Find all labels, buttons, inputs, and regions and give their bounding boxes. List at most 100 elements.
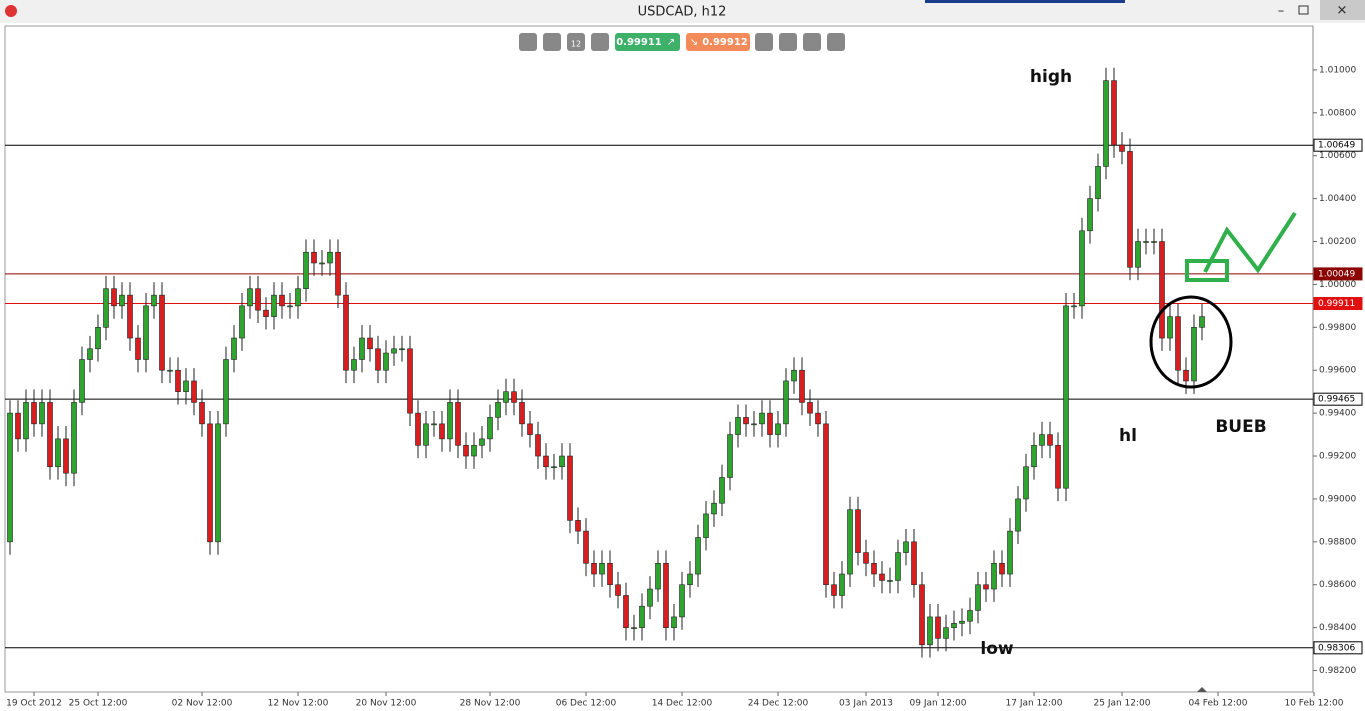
y-tick-label: 0.99000	[1319, 494, 1356, 504]
minimize-button[interactable]: –	[1278, 4, 1285, 19]
candle-body	[215, 423, 221, 543]
candle-body	[151, 294, 157, 307]
candle-body	[471, 445, 477, 457]
candle-body	[63, 438, 69, 474]
drawn-box	[1185, 259, 1229, 282]
candle-body	[455, 402, 461, 446]
chat-button[interactable]	[803, 33, 821, 51]
y-tick-label: 0.98800	[1319, 537, 1356, 547]
candle-body	[423, 423, 429, 446]
candle-body	[711, 502, 717, 515]
candle-body	[375, 348, 381, 371]
candle-body	[47, 402, 53, 468]
y-tick-label: 0.99800	[1319, 323, 1356, 333]
ask-price: 0.99912	[702, 37, 748, 48]
sell-button[interactable]	[615, 33, 680, 51]
candle-body	[415, 412, 421, 446]
candle-body	[1135, 241, 1141, 268]
candle-body	[1063, 305, 1069, 489]
candle-body	[1087, 198, 1093, 232]
close-button[interactable]	[1320, 0, 1365, 20]
scroll-marker	[1197, 687, 1207, 692]
candle-body	[1007, 530, 1013, 575]
candle-body	[919, 584, 925, 646]
candle-body	[519, 402, 525, 425]
candle-body	[847, 509, 853, 575]
x-tick-label: 25 Jan 12:00	[1094, 699, 1151, 709]
candle-body	[1103, 80, 1109, 167]
drawn-circle	[1149, 295, 1233, 389]
chart-type-button[interactable]	[591, 33, 609, 51]
candle-body	[39, 402, 45, 425]
candle-body	[591, 562, 597, 575]
candle-body	[1151, 241, 1157, 243]
candle-body	[511, 391, 517, 403]
annotation-high: high	[1030, 67, 1072, 87]
candle-body	[959, 620, 965, 624]
buy-button[interactable]	[686, 33, 750, 51]
zoom-button[interactable]	[519, 33, 537, 51]
candle-body	[7, 412, 13, 543]
y-tick-label: 0.98200	[1319, 666, 1356, 676]
x-tick-label: 10 Feb 12:00	[1284, 699, 1343, 709]
bid-price: 0.99911	[616, 37, 662, 48]
candle-body	[31, 402, 37, 425]
y-tick-label: 1.00200	[1319, 237, 1356, 247]
candle-body	[23, 402, 29, 440]
candle-body	[567, 455, 573, 521]
candle-body	[303, 251, 309, 290]
candle-body	[391, 348, 397, 354]
candle-body	[175, 369, 181, 392]
candle-body	[1175, 316, 1181, 371]
candle-body	[695, 537, 701, 575]
level-label-box	[1313, 297, 1363, 311]
candle-body	[1111, 80, 1117, 146]
candle-body	[799, 369, 805, 403]
candle-body	[1167, 316, 1173, 339]
candle-body	[703, 513, 709, 538]
candle-body	[1127, 151, 1133, 268]
candle-body	[983, 584, 989, 590]
window-title: USDCAD, h12	[638, 5, 727, 20]
x-tick-label: 28 Nov 12:00	[460, 699, 521, 709]
level-label: 1.00049	[1318, 269, 1355, 279]
y-tick-label: 1.00000	[1319, 280, 1356, 290]
candle-body	[399, 348, 405, 351]
x-tick-label: 06 Dec 12:00	[556, 699, 617, 709]
candle-body	[743, 417, 749, 425]
settings-button[interactable]	[543, 33, 561, 51]
candle-body	[831, 584, 837, 596]
candle-body	[1031, 445, 1037, 468]
candle-body	[1119, 144, 1125, 152]
restore-button[interactable]	[1298, 5, 1309, 15]
candle-body	[655, 562, 661, 590]
level-label: 0.99465	[1318, 395, 1355, 405]
candle-body	[1023, 466, 1029, 500]
facebook-button[interactable]	[779, 33, 797, 51]
ask-arrow: ↘	[690, 37, 698, 48]
candle-body	[895, 552, 901, 581]
candle-body	[535, 434, 541, 457]
bid-arrow: ↗	[667, 37, 675, 48]
candle-body	[559, 455, 565, 468]
candle-body	[191, 380, 197, 403]
y-tick-label: 1.01000	[1319, 65, 1356, 75]
draw-button[interactable]	[827, 33, 845, 51]
candle-body	[543, 455, 549, 468]
candle-body	[183, 380, 189, 392]
candle-body	[287, 305, 293, 308]
candle-body	[1079, 230, 1085, 307]
drawn-path	[1203, 211, 1297, 274]
candle-body	[119, 294, 125, 307]
x-tick-label: 20 Nov 12:00	[356, 699, 417, 709]
close-icon: ✕	[1337, 4, 1348, 19]
candle-body	[679, 584, 685, 618]
y-tick-label: 1.00400	[1319, 194, 1356, 204]
candle-body	[79, 359, 85, 403]
list-button[interactable]	[755, 33, 773, 51]
candle-body	[55, 438, 61, 468]
period-button[interactable]	[567, 33, 585, 51]
candle-body	[1191, 327, 1197, 382]
candle-body	[159, 294, 165, 371]
candle-body	[575, 520, 581, 532]
